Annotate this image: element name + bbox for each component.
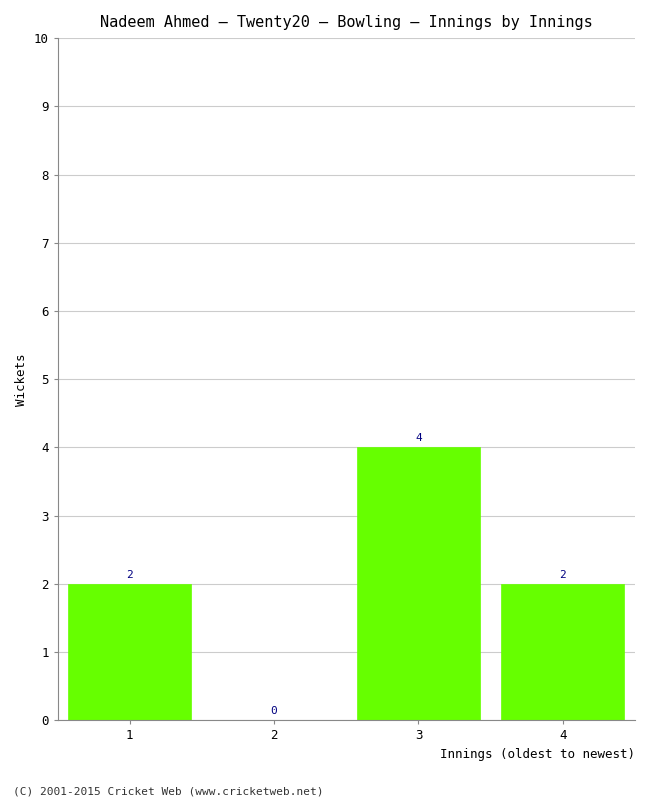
Text: 2: 2 (126, 570, 133, 580)
Text: 0: 0 (271, 706, 278, 716)
Text: 2: 2 (560, 570, 566, 580)
Text: 4: 4 (415, 434, 422, 443)
Text: (C) 2001-2015 Cricket Web (www.cricketweb.net): (C) 2001-2015 Cricket Web (www.cricketwe… (13, 786, 324, 796)
Y-axis label: Wickets: Wickets (15, 353, 28, 406)
Title: Nadeem Ahmed – Twenty20 – Bowling – Innings by Innings: Nadeem Ahmed – Twenty20 – Bowling – Inni… (100, 15, 593, 30)
X-axis label: Innings (oldest to newest): Innings (oldest to newest) (440, 748, 635, 761)
Bar (501, 584, 624, 721)
Bar (68, 584, 191, 721)
Bar (357, 447, 480, 721)
